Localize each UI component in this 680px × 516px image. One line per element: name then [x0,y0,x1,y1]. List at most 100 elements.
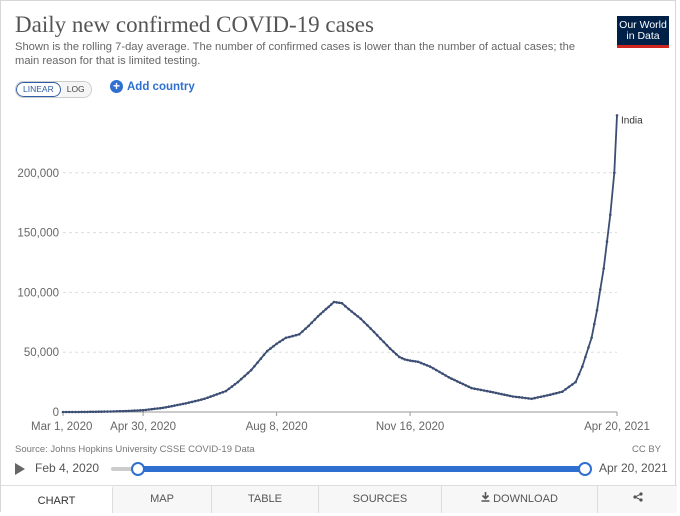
data-point-india[interactable] [497,392,501,395]
data-point-india[interactable] [215,393,218,396]
data-point-india[interactable] [100,410,103,414]
data-point-india[interactable] [284,336,288,340]
data-point-india[interactable] [408,359,412,362]
data-point-india[interactable] [253,365,256,368]
data-point-india[interactable] [444,374,448,377]
data-point-india[interactable] [233,383,237,386]
data-point-india[interactable] [209,395,212,398]
data-point-india[interactable] [416,360,420,364]
data-point-india[interactable] [294,333,298,337]
data-point-india[interactable] [64,410,68,414]
data-point-india[interactable] [567,385,571,389]
data-point-india[interactable] [243,374,246,378]
data-point-india[interactable] [344,304,347,308]
data-point-india[interactable] [144,408,148,412]
data-point-india[interactable] [340,301,344,305]
data-point-india[interactable] [593,322,596,326]
data-point-india[interactable] [571,383,574,386]
data-point-india[interactable] [147,408,151,411]
data-point-india[interactable] [388,347,392,350]
data-point-india[interactable] [86,410,89,414]
data-point-india[interactable] [159,406,162,410]
data-point-india[interactable] [527,397,530,400]
data-point-india[interactable] [609,213,612,216]
data-point-india[interactable] [109,410,112,413]
data-point-india[interactable] [106,410,109,413]
data-point-india[interactable] [115,410,119,413]
data-point-india[interactable] [121,409,125,413]
data-point-india[interactable] [301,330,304,333]
data-point-india[interactable] [366,324,369,327]
data-point-india[interactable] [88,410,92,414]
share-button[interactable] [598,486,677,513]
data-point-india[interactable] [206,396,209,400]
data-point-india[interactable] [353,312,357,316]
data-point-india[interactable] [153,407,156,411]
data-point-india[interactable] [524,396,527,400]
data-point-india[interactable] [461,382,465,386]
data-point-india[interactable] [335,301,339,304]
data-point-india[interactable] [428,365,432,368]
data-point-india[interactable] [281,338,285,342]
data-point-india[interactable] [167,405,171,409]
play-icon[interactable] [15,463,25,475]
data-point-india[interactable] [615,114,619,117]
data-point-india[interactable] [77,410,80,414]
data-point-india[interactable] [262,353,266,357]
tab-download[interactable]: DOWNLOAD [442,486,598,513]
data-point-india[interactable] [141,408,145,412]
data-point-india[interactable] [482,389,486,392]
data-point-india[interactable] [91,410,95,414]
data-point-india[interactable] [425,364,429,367]
data-point-india[interactable] [184,402,188,405]
data-point-india[interactable] [310,321,314,324]
data-point-india[interactable] [561,390,564,394]
tab-table[interactable]: TABLE [212,486,319,513]
data-point-india[interactable] [602,267,605,270]
data-point-india[interactable] [313,318,317,321]
data-point-india[interactable] [150,407,153,411]
data-point-india[interactable] [549,393,552,397]
data-point-india[interactable] [324,307,328,311]
data-point-india[interactable] [288,335,291,339]
data-point-india[interactable] [80,410,83,414]
data-point-india[interactable] [193,399,197,403]
data-point-india[interactable] [338,301,341,305]
license-label[interactable]: CC BY [631,444,661,455]
data-point-india[interactable] [599,288,602,291]
data-point-india[interactable] [304,327,307,330]
data-point-india[interactable] [133,409,136,412]
data-point-india[interactable] [71,410,74,414]
data-point-india[interactable] [83,410,86,414]
data-point-india[interactable] [470,386,473,390]
data-point-india[interactable] [400,356,404,360]
data-point-india[interactable] [494,391,498,395]
data-point-india[interactable] [473,387,476,391]
data-point-india[interactable] [246,371,250,375]
data-point-india[interactable] [170,404,173,408]
data-point-india[interactable] [584,355,587,359]
data-point-india[interactable] [278,340,282,344]
data-point-india[interactable] [536,396,540,399]
data-point-india[interactable] [422,362,426,366]
data-point-india[interactable] [259,357,263,361]
data-point-india[interactable] [485,389,489,393]
data-point-india[interactable] [403,358,407,361]
data-point-india[interactable] [136,409,139,412]
data-point-india[interactable] [447,376,451,379]
data-point-india[interactable] [419,361,423,365]
data-point-india[interactable] [227,387,231,391]
data-point-india[interactable] [435,368,438,372]
data-point-india[interactable] [130,409,133,413]
data-point-india[interactable] [456,380,459,383]
data-point-india[interactable] [372,330,376,334]
data-point-india[interactable] [221,390,225,394]
data-point-india[interactable] [67,410,71,414]
data-point-india[interactable] [391,350,395,353]
data-point-india[interactable] [514,395,518,399]
data-point-india[interactable] [272,344,275,348]
data-point-india[interactable] [298,333,301,336]
data-point-india[interactable] [265,349,269,353]
data-point-india[interactable] [441,372,444,376]
data-point-india[interactable] [161,406,165,410]
